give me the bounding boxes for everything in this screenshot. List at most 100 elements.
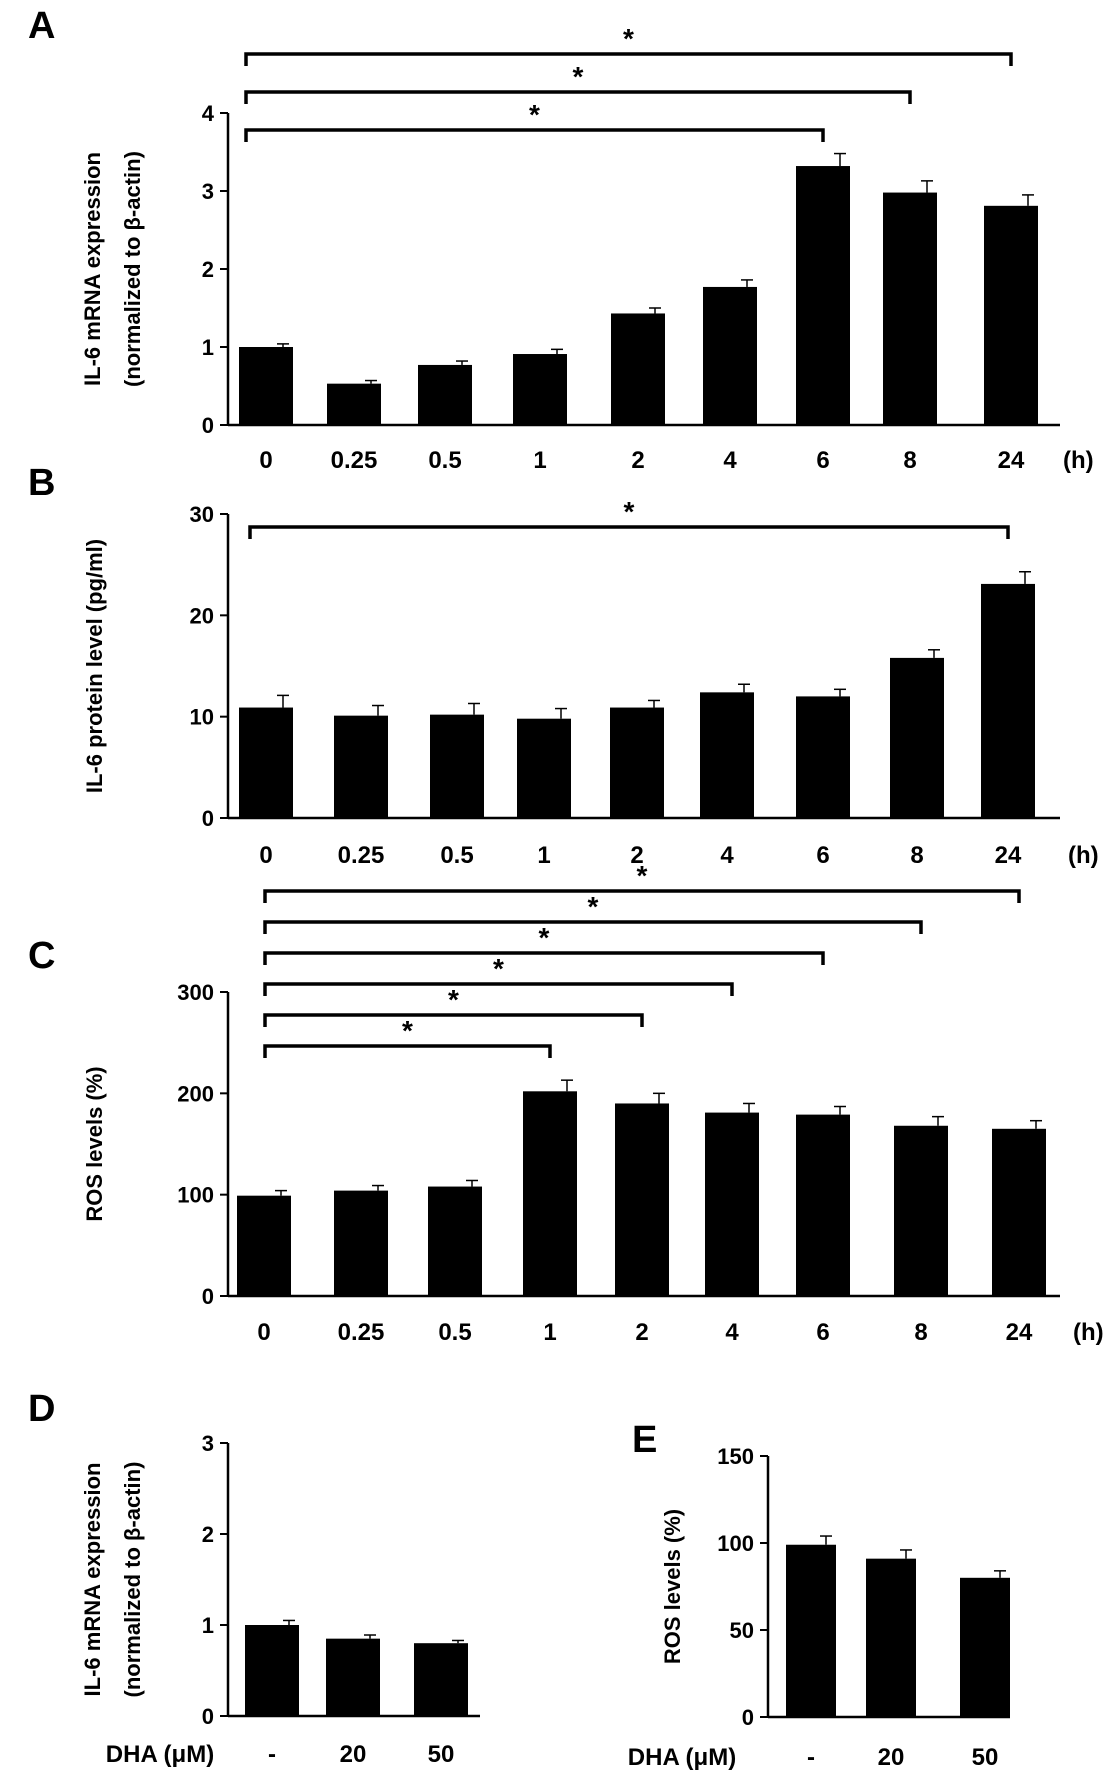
bar [700, 692, 754, 818]
bar [796, 696, 850, 818]
panel-letter: A [28, 5, 55, 47]
y-tick-label: 100 [177, 1183, 214, 1208]
y-axis-label: IL-6 protein level (pg/ml) [82, 539, 107, 793]
y-tick-label: 150 [717, 1444, 754, 1469]
x-category-label: 0.25 [338, 842, 385, 869]
significance-bracket [244, 128, 825, 142]
x-category-label: 24 [1006, 1319, 1033, 1346]
x-category-label: 8 [903, 447, 916, 474]
bar [981, 583, 1035, 818]
panel-a-il6-mrna-time-chart: A 0 1 2 3 4 IL-6 mRNA expression (normalized to… [28, 5, 1094, 474]
y-tick-label: 30 [190, 502, 214, 527]
x-category-label: 20 [340, 1741, 367, 1768]
bar [239, 707, 293, 818]
x-category-label: 2 [631, 447, 644, 474]
x-category-label: 8 [910, 842, 923, 869]
y-tick-label: 3 [202, 1431, 214, 1456]
x-unit-label: (h) [1063, 447, 1094, 474]
x-category-label: 0 [257, 1319, 270, 1346]
y-axis-label: ROS levels (%) [660, 1509, 685, 1664]
bar [517, 718, 571, 818]
x-category-label: 8 [914, 1319, 927, 1346]
y-axis-label-line2: (normalized to β-actin) [120, 1462, 145, 1698]
bar [428, 1186, 482, 1296]
significance-star: * [448, 984, 459, 1015]
panel-letter: C [28, 935, 55, 977]
x-category-label: 6 [816, 447, 829, 474]
y-tick-label: 0 [202, 1704, 214, 1729]
y-axis-label: IL-6 mRNA expression [80, 152, 105, 386]
y-tick-label: 2 [202, 1522, 214, 1547]
bar [523, 1091, 577, 1296]
bar [610, 707, 664, 818]
y-axis-label: ROS levels (%) [82, 1066, 107, 1221]
x-unit-label: (h) [1068, 842, 1099, 869]
x-category-label: 2 [630, 842, 643, 869]
x-category-label: 0.25 [331, 447, 378, 474]
x-category-label: 50 [428, 1741, 455, 1768]
y-tick-label: 100 [717, 1531, 754, 1556]
significance-bracket [244, 52, 1013, 66]
bar [334, 1190, 388, 1296]
panel-letter: E [632, 1419, 657, 1461]
bar [615, 1103, 669, 1296]
x-category-label: 1 [543, 1319, 556, 1346]
bar [237, 1195, 291, 1296]
significance-star: * [539, 922, 550, 953]
significance-star: * [529, 99, 540, 130]
x-axis-label: DHA (μM) [106, 1741, 214, 1768]
y-axis-label: IL-6 mRNA expression [80, 1463, 105, 1697]
bar [414, 1643, 468, 1716]
x-category-label: 6 [816, 842, 829, 869]
bar [786, 1544, 836, 1717]
x-category-label: 0 [259, 842, 272, 869]
x-category-label: 0.5 [440, 842, 473, 869]
y-tick-label: 0 [202, 1284, 214, 1309]
panel-d-il6-mrna-dha-chart: D 0 1 2 3 IL-6 mRNA expression (normalized to … [28, 1388, 480, 1768]
x-category-label: 1 [537, 842, 550, 869]
significance-star: * [493, 953, 504, 984]
bar [430, 714, 484, 818]
bar [960, 1577, 1010, 1717]
significance-bracket [248, 525, 1010, 539]
panel-letter: D [28, 1388, 55, 1430]
bar [245, 1625, 299, 1716]
significance-star: * [623, 23, 634, 54]
x-category-label: 4 [723, 447, 737, 474]
y-tick-label: 0 [202, 413, 214, 438]
bar [992, 1128, 1046, 1296]
x-category-label: 2 [635, 1319, 648, 1346]
significance-bracket [263, 889, 1021, 903]
x-category-label: 0.5 [428, 447, 461, 474]
bar [866, 1558, 916, 1717]
x-category-label: 50 [972, 1744, 999, 1771]
bar [513, 354, 567, 425]
x-category-label: 24 [998, 447, 1025, 474]
bar [796, 1114, 850, 1296]
x-category-label: 0.25 [338, 1319, 385, 1346]
bar [327, 383, 381, 425]
y-tick-label: 300 [177, 980, 214, 1005]
bar [984, 205, 1038, 425]
significance-star: * [588, 891, 599, 922]
x-category-label: 0.5 [438, 1319, 471, 1346]
y-tick-label: 20 [190, 603, 214, 628]
bar [239, 347, 293, 425]
y-tick-label: 3 [202, 179, 214, 204]
y-tick-label: 200 [177, 1081, 214, 1106]
bar [890, 657, 944, 818]
y-tick-label: 10 [190, 705, 214, 730]
bar [611, 313, 665, 425]
x-category-label: 1 [533, 447, 546, 474]
bar [894, 1125, 948, 1296]
significance-star: * [402, 1015, 413, 1046]
significance-star: * [624, 496, 635, 527]
bar [326, 1638, 380, 1716]
bar [705, 1112, 759, 1296]
bar [334, 715, 388, 818]
x-axis-label: DHA (μM) [628, 1744, 736, 1771]
x-category-label: - [807, 1744, 815, 1771]
significance-star: * [573, 61, 584, 92]
